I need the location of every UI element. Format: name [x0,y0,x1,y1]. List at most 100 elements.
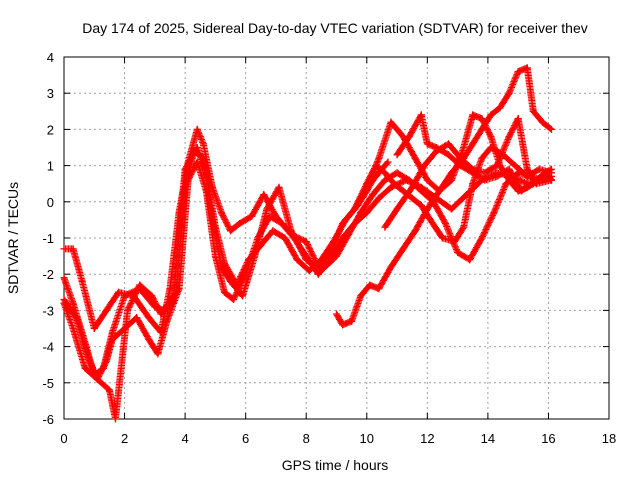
data-point [263,205,271,213]
x-tick-label: 14 [481,431,495,446]
data-point [69,245,77,253]
y-tick-label: 4 [47,50,54,65]
data-point [154,350,162,358]
data-point [393,169,401,177]
data-point [435,187,443,195]
data-point [193,144,201,151]
data-point [375,154,383,162]
data-point [481,176,489,184]
data-point [102,306,110,314]
data-point [387,183,395,191]
data-point [505,165,513,173]
data-point [339,234,347,242]
data-point [69,325,77,332]
data-point [393,151,401,159]
x-tick-label: 4 [181,431,188,446]
data-point [399,187,407,195]
data-point [523,64,531,72]
data-point [454,248,462,256]
data-point [145,335,153,343]
y-axis-label: SDTVAR / TECUs [5,182,21,294]
x-tick-label: 16 [541,431,555,446]
data-point [193,125,201,133]
y-tick-label: -2 [42,267,54,282]
data-point [314,270,322,278]
data-point [136,281,144,289]
data-point [236,220,244,228]
data-point [145,314,153,322]
y-tick-label: -1 [42,231,54,246]
data-point [217,209,225,217]
data-point [102,357,110,365]
data-point [199,140,207,148]
data-point [547,176,555,184]
x-tick-label: 6 [242,431,249,446]
y-tick-labels: -6 -5 -4 -3 -2 -1 0 1 2 3 4 [42,50,54,427]
data-point [460,223,468,231]
data-point [269,227,277,235]
x-tick-label: 2 [121,431,128,446]
data-point [275,183,283,191]
x-tick-label: 8 [303,431,310,446]
data-point [402,176,410,184]
data-point [290,234,298,242]
series-track-7 [381,115,555,231]
data-point [505,176,513,184]
x-axis-label: GPS time / hours [282,457,389,473]
data-point [490,209,498,217]
data-point [233,281,241,289]
data-point [227,227,235,235]
data-point [348,317,356,325]
data-point [408,183,416,191]
data-point [381,176,389,184]
data-point [478,115,486,123]
data-point [305,267,313,275]
data-point [505,133,513,141]
data-point [257,241,265,249]
data-point [317,256,325,264]
data-point [493,162,501,170]
data-point [448,205,456,213]
data-point [260,191,268,199]
x-tick-label: 18 [602,431,616,446]
data-point [514,169,522,177]
data-point [111,415,119,423]
data-point [547,165,555,173]
data-point [60,274,68,282]
data-point [302,238,310,246]
data-point [417,201,425,209]
data-point [369,191,377,199]
data-point [405,133,413,141]
y-tick-label: -5 [42,376,54,391]
data-point [478,234,486,242]
data-point [502,180,510,188]
data-point [108,328,116,336]
data-point [220,259,228,267]
data-point [329,238,337,246]
data-point [163,317,171,325]
data-point [84,353,92,361]
data-point [514,115,522,123]
data-point [496,104,504,112]
data-point [487,133,495,141]
data-point [469,140,477,148]
data-point [78,277,86,285]
data-point [375,169,383,177]
data-point [469,169,477,177]
data-point [445,140,453,148]
data-point [393,205,401,213]
data-point [133,314,141,322]
data-point [438,234,446,242]
x-tick-label: 12 [420,431,434,446]
data-point [60,245,68,253]
data-point [293,256,301,264]
data-point [426,216,434,224]
data-point [220,288,228,296]
data-point [417,111,425,119]
data-point [384,158,392,166]
data-point [481,169,489,177]
data-point [351,220,359,228]
data-point [90,325,98,332]
data-point [411,154,419,162]
data-point [478,154,486,162]
